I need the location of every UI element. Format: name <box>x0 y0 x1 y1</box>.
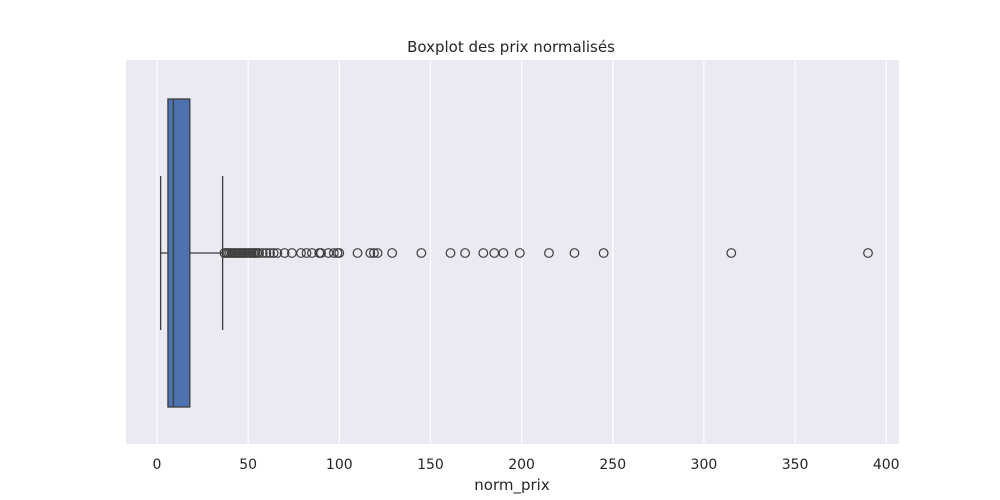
outlier-point <box>726 248 737 258</box>
outlier-point <box>254 248 264 258</box>
outlier-point <box>352 248 363 258</box>
outlier-point <box>598 248 609 258</box>
x-tick-label-150: 150 <box>417 457 444 473</box>
outlier-point <box>569 248 580 258</box>
outlier-point <box>544 248 554 258</box>
outlier-point <box>316 248 326 258</box>
outlier-point <box>498 248 509 258</box>
outlier-point <box>328 248 339 258</box>
x-tick-label-0: 0 <box>153 457 162 473</box>
outlier-points <box>219 248 873 258</box>
outlier-point <box>272 248 283 258</box>
outlier-point <box>265 248 275 258</box>
outlier-point <box>365 248 376 258</box>
x-tick-label-250: 250 <box>599 457 626 473</box>
iqr-box <box>167 98 191 408</box>
x-tick-labels: 0 50 100 150 200 250 300 350 400 <box>153 457 900 473</box>
outlier-point <box>460 248 470 258</box>
outlier-point <box>334 248 345 258</box>
x-tick-label-100: 100 <box>326 457 353 473</box>
outlier-point <box>257 248 268 258</box>
outlier-point <box>863 248 873 258</box>
x-tick-label-400: 400 <box>873 457 900 473</box>
chart-title: Boxplot des prix normalisés <box>407 38 615 56</box>
outlier-point <box>445 248 456 258</box>
box-and-whiskers <box>159 98 224 408</box>
x-axis-label: norm_prix <box>474 476 550 495</box>
outlier-point <box>387 248 398 258</box>
outlier-point <box>478 248 489 258</box>
outlier-point <box>369 248 379 258</box>
outlier-point <box>514 248 525 258</box>
outlier-point <box>301 248 312 258</box>
outlier-point <box>372 248 383 258</box>
outlier-point <box>261 248 272 258</box>
outlier-point <box>296 248 306 258</box>
x-tick-label-300: 300 <box>691 457 718 473</box>
outlier-point <box>416 248 427 258</box>
outlier-point <box>279 248 290 258</box>
x-tick-label-50: 50 <box>239 457 257 473</box>
x-tick-label-200: 200 <box>508 457 535 473</box>
outlier-point <box>268 248 279 258</box>
x-tick-label-350: 350 <box>782 457 809 473</box>
